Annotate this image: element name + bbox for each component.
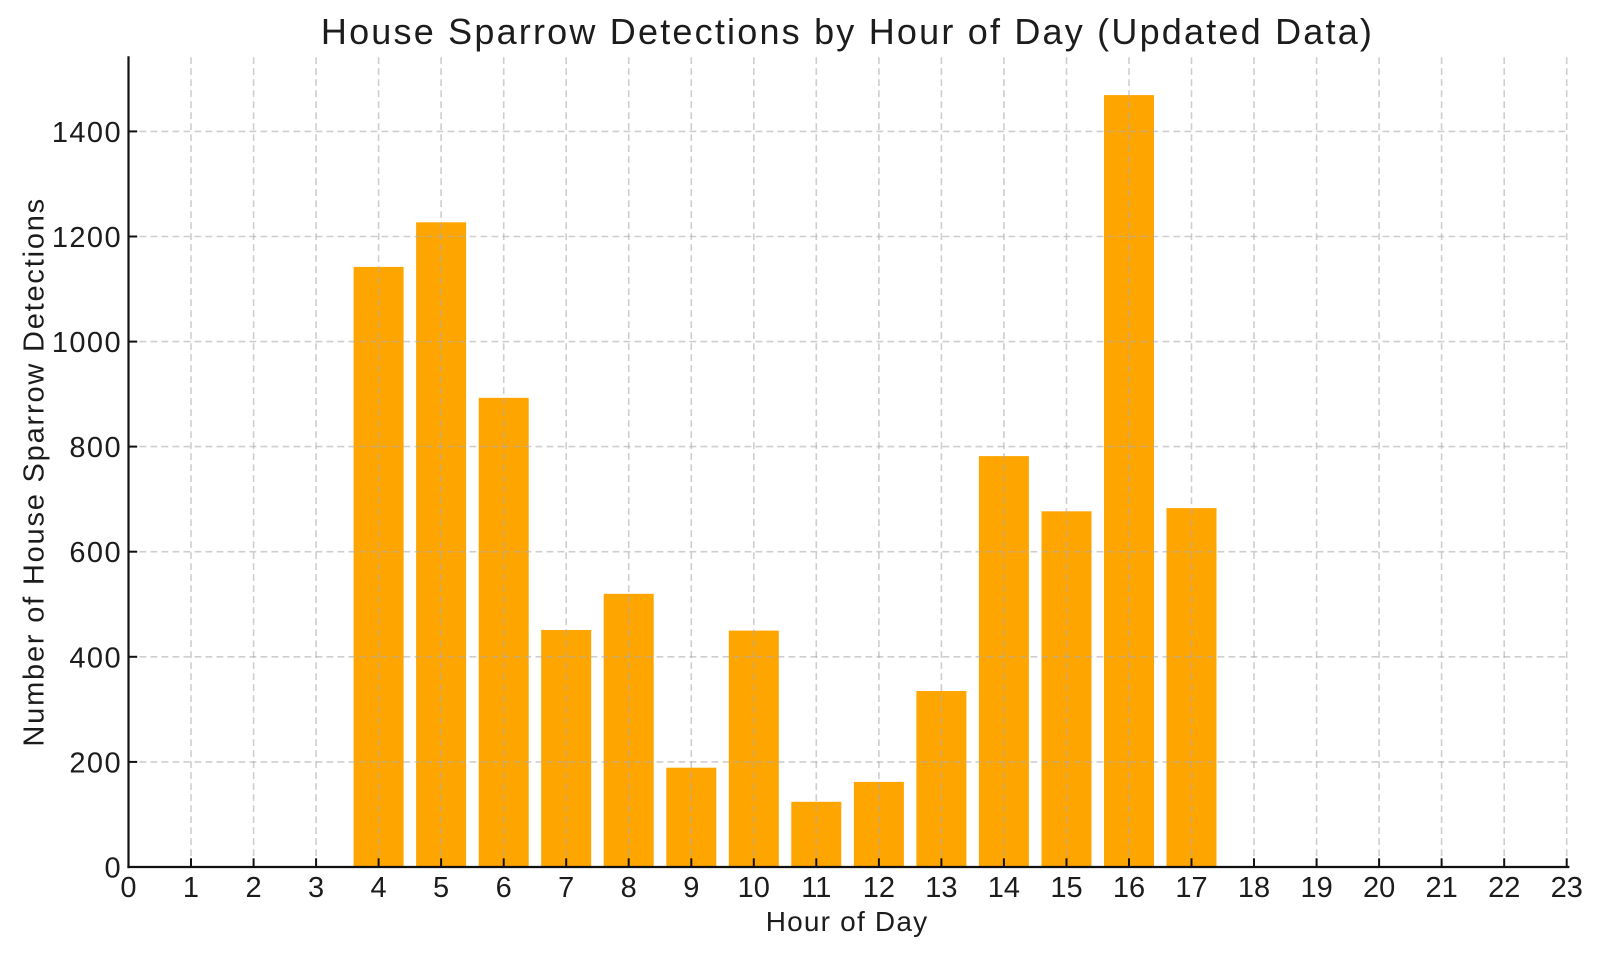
svg-text:0: 0 (104, 853, 122, 885)
svg-text:House Sparrow Detections by Ho: House Sparrow Detections by Hour of Day … (321, 11, 1374, 52)
svg-text:8: 8 (621, 872, 637, 904)
svg-text:19: 19 (1300, 872, 1332, 904)
svg-text:400: 400 (69, 642, 122, 674)
svg-text:800: 800 (69, 432, 122, 464)
svg-text:600: 600 (69, 537, 122, 569)
svg-text:23: 23 (1551, 872, 1583, 904)
svg-text:11: 11 (801, 872, 831, 904)
svg-text:1000: 1000 (52, 327, 122, 359)
svg-text:6: 6 (496, 872, 512, 904)
svg-text:22: 22 (1488, 872, 1520, 904)
svg-text:7: 7 (558, 872, 574, 904)
svg-text:0: 0 (120, 872, 136, 904)
svg-text:1200: 1200 (52, 222, 122, 254)
svg-text:10: 10 (738, 872, 770, 904)
svg-text:Hour of Day: Hour of Day (766, 906, 929, 937)
svg-text:13: 13 (925, 872, 957, 904)
svg-text:3: 3 (308, 872, 324, 904)
svg-text:16: 16 (1113, 872, 1145, 904)
svg-text:15: 15 (1050, 872, 1082, 904)
svg-text:21: 21 (1425, 872, 1457, 904)
svg-text:20: 20 (1363, 872, 1395, 904)
svg-text:12: 12 (863, 872, 895, 904)
svg-text:4: 4 (371, 872, 387, 904)
svg-text:5: 5 (433, 872, 449, 904)
svg-text:17: 17 (1175, 872, 1207, 904)
svg-text:200: 200 (69, 747, 122, 779)
svg-text:18: 18 (1238, 872, 1270, 904)
svg-text:Number of House Sparrow Detect: Number of House Sparrow Detections (19, 197, 51, 747)
svg-text:1400: 1400 (52, 117, 122, 149)
svg-text:9: 9 (683, 872, 699, 904)
svg-text:14: 14 (988, 872, 1020, 904)
svg-text:1: 1 (183, 872, 199, 904)
svg-text:2: 2 (246, 872, 262, 904)
